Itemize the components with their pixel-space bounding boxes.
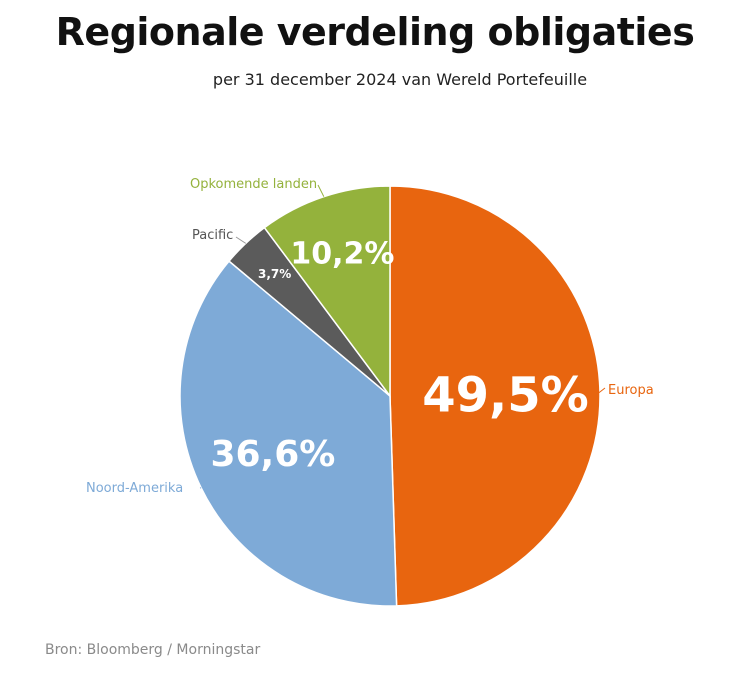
pie-slice-noord-amerika (179, 260, 398, 607)
pie-slice-opkomende-landen (263, 185, 391, 399)
slice-category-label-opkomende-landen: Opkomende landen (190, 177, 317, 192)
slice-value-label-opkomende-landen: 10,2% (290, 236, 394, 271)
leader-line-pacific (235, 236, 247, 244)
leader-line-opkomende-landen (317, 184, 325, 197)
pie-slice-europa (389, 185, 601, 607)
slice-value-label-pacific: 3,7% (258, 267, 291, 281)
slice-value-label-europa: 49,5% (422, 367, 589, 423)
leader-line-europa (598, 387, 606, 394)
slice-category-label-noord-amerika: Noord-Amerika (86, 481, 183, 496)
source-note: Bron: Bloomberg / Morningstar (45, 642, 261, 658)
slice-value-label-noord-amerika: 36,6% (210, 434, 335, 475)
slice-category-label-europa: Europa (608, 383, 654, 398)
chart-subtitle: per 31 december 2024 van Wereld Portefeu… (212, 70, 588, 89)
slice-category-label-pacific: Pacific (192, 228, 233, 243)
chart-title: Regionale verdeling obligaties (55, 10, 695, 54)
